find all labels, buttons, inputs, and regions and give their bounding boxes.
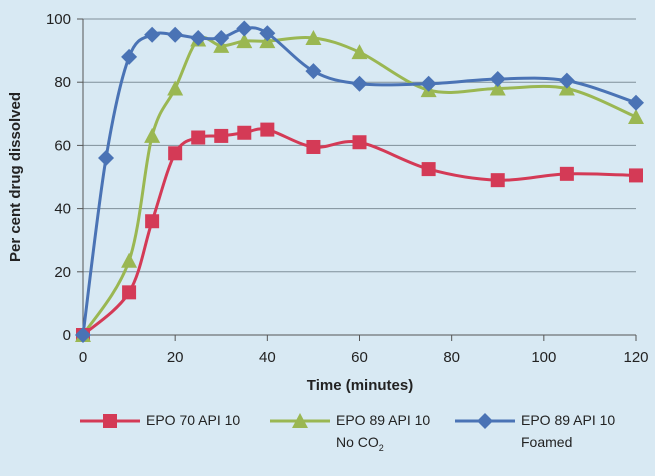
x-tick-label-40: 40 [259,349,276,366]
point-s1-90 [489,80,506,96]
y-axis-label: Per cent drug dissolved [7,92,24,262]
x-axis-label: Time (minutes) [307,377,413,394]
y-tick-label-60: 60 [54,137,71,154]
point-s2-50 [305,63,322,80]
x-tick-label-20: 20 [167,349,184,366]
point-s2-120 [628,94,644,111]
point-s1-120 [628,108,644,124]
legend-label-epo89-no-co2: EPO 89 API 10 [336,412,431,428]
point-s1-10 [121,252,138,268]
legend-swatch-epo89-foamed [455,413,515,429]
axes [77,18,637,341]
point-s2-15 [144,26,161,43]
x-tick-label-80: 80 [443,349,460,366]
point-s2-35 [236,20,253,37]
point-s0-35 [237,125,252,140]
point-s0-105 [559,166,574,181]
point-s0-120 [629,168,643,183]
y-tick-labels: 0 20 40 60 80 100 [46,11,71,344]
point-s2-20 [167,26,184,43]
legend-label-epo70: EPO 70 API 10 [146,412,241,428]
point-s2-90 [489,71,506,88]
x-tick-label-120: 120 [623,349,648,366]
point-s2-10 [121,48,138,65]
point-s2-60 [351,75,368,92]
point-s0-60 [352,135,367,150]
legend: EPO 70 API 10 EPO 89 API 10 No CO2 EPO 8… [80,410,640,470]
point-s0-30 [214,128,229,143]
y-tick-label-80: 80 [54,74,71,91]
x-tick-label-100: 100 [531,349,556,366]
dissolution-chart: 0 20 40 60 80 100 120 0 20 40 60 80 100 Time (minut… [7,11,649,394]
point-s2-75 [420,75,437,92]
x-tick-label-60: 60 [351,349,368,366]
point-s0-25 [191,130,206,145]
point-s2-105 [558,72,575,89]
point-s2-0 [75,327,91,343]
point-s2-30 [213,29,230,46]
point-s1-20 [167,80,184,96]
y-tick-label-0: 0 [63,327,71,344]
point-s2-25 [190,29,207,46]
y-tick-label-20: 20 [54,264,71,281]
point-s0-15 [145,214,160,229]
x-tick-label-0: 0 [79,349,87,366]
point-s2-5 [98,150,115,167]
y-tick-label-40: 40 [54,201,71,218]
point-s0-90 [490,173,505,188]
x-tick-labels: 0 20 40 60 80 100 120 [79,349,649,366]
legend-sublabel-no-co2: No CO2 [336,434,384,453]
series-layer [75,20,644,343]
point-s2-40 [259,25,276,42]
point-s1-50 [305,29,322,45]
legend-sublabel-foamed: Foamed [521,434,573,450]
point-s1-35 [236,33,253,49]
legend-swatch-epo70 [80,414,140,428]
point-s1-15 [144,127,161,143]
point-s1-60 [351,44,368,60]
y-tick-label-100: 100 [46,11,71,28]
point-s0-10 [122,285,137,300]
point-s0-75 [421,162,436,177]
legend-swatch-epo89-no-co2 [270,413,330,428]
point-s0-50 [306,139,321,154]
point-s0-40 [260,122,275,137]
legend-label-epo89-foamed: EPO 89 API 10 [521,412,616,428]
point-s0-20 [168,146,183,161]
series-line-0 [81,127,637,337]
